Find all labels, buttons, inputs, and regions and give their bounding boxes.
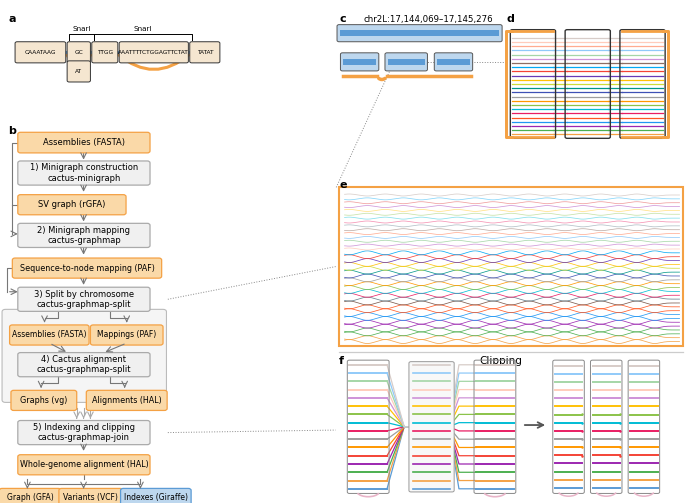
FancyBboxPatch shape [434,53,473,71]
Text: AAATTTTCTGGAGTTCTAT: AAATTTTCTGGAGTTCTAT [119,50,189,55]
Text: 1) Minigraph construction
cactus-minigraph: 1) Minigraph construction cactus-minigra… [29,163,138,183]
FancyBboxPatch shape [12,258,162,278]
FancyBboxPatch shape [67,61,90,82]
FancyBboxPatch shape [385,53,427,71]
FancyBboxPatch shape [67,42,90,63]
Text: AT: AT [75,69,82,74]
Text: GC: GC [75,50,83,55]
Text: CAAATAAG: CAAATAAG [25,50,56,55]
FancyBboxPatch shape [18,455,150,475]
Bar [437,58,470,65]
FancyBboxPatch shape [92,42,118,63]
FancyBboxPatch shape [409,362,454,492]
FancyBboxPatch shape [2,309,166,402]
Text: c: c [339,14,346,24]
Text: TTGG: TTGG [97,50,113,55]
Text: Snarl: Snarl [72,26,91,32]
FancyBboxPatch shape [190,42,220,63]
Bar [339,187,683,346]
FancyBboxPatch shape [59,488,123,503]
FancyBboxPatch shape [86,390,167,410]
FancyBboxPatch shape [18,195,126,215]
FancyBboxPatch shape [119,42,188,63]
Text: 3) Split by chromosome
cactus-graphmap-split: 3) Split by chromosome cactus-graphmap-s… [34,290,134,309]
Text: 2) Minigraph mapping
cactus-graphmap: 2) Minigraph mapping cactus-graphmap [38,226,130,245]
Text: e: e [339,180,347,190]
Bar [388,58,425,65]
Text: Whole-genome alignment (HAL): Whole-genome alignment (HAL) [20,460,148,469]
FancyBboxPatch shape [18,353,150,377]
Text: Mappings (PAF): Mappings (PAF) [97,330,156,340]
Text: Clipping: Clipping [479,356,523,366]
Text: TATAT: TATAT [197,50,213,55]
FancyBboxPatch shape [18,421,150,445]
FancyBboxPatch shape [340,53,379,71]
Text: Indexes (Giraffe): Indexes (Giraffe) [124,493,188,502]
Text: Graphs (vg): Graphs (vg) [20,396,68,405]
Text: f: f [339,356,344,366]
FancyBboxPatch shape [11,390,77,410]
Text: chr2L:17,144,069–17,145,276: chr2L:17,144,069–17,145,276 [363,15,493,24]
Text: SV graph (rGFA): SV graph (rGFA) [38,200,105,209]
Bar [343,58,376,65]
FancyBboxPatch shape [121,488,191,503]
FancyBboxPatch shape [337,25,502,42]
Text: b: b [8,126,16,136]
FancyBboxPatch shape [15,42,66,63]
FancyBboxPatch shape [18,287,150,311]
FancyBboxPatch shape [18,161,150,185]
Text: Graph (GFA): Graph (GFA) [7,493,53,502]
Text: Sequence-to-node mapping (PAF): Sequence-to-node mapping (PAF) [20,264,154,273]
FancyBboxPatch shape [10,325,89,345]
FancyBboxPatch shape [90,325,163,345]
Text: Assemblies (FASTA): Assemblies (FASTA) [12,330,86,340]
Bar [340,30,499,36]
Text: d: d [507,14,514,24]
Text: Snarl: Snarl [134,26,152,32]
FancyBboxPatch shape [0,488,61,503]
Text: a: a [8,14,16,24]
Text: Alignments (HAL): Alignments (HAL) [92,396,162,405]
Text: Variants (VCF): Variants (VCF) [63,493,119,502]
Text: Assemblies (FASTA): Assemblies (FASTA) [43,138,125,147]
FancyBboxPatch shape [18,223,150,247]
Text: 4) Cactus alignment
cactus-graphmap-split: 4) Cactus alignment cactus-graphmap-spli… [37,355,131,374]
FancyBboxPatch shape [18,132,150,153]
Text: 5) Indexing and clipping
cactus-graphmap-join: 5) Indexing and clipping cactus-graphmap… [33,423,135,442]
